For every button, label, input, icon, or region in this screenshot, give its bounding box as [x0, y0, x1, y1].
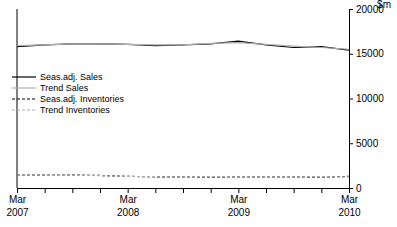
- x-tick-mark: [211, 188, 212, 193]
- x-tick: [211, 188, 212, 193]
- y-tick-label: 0: [356, 183, 362, 194]
- x-tick: [72, 188, 73, 193]
- x-tick-label-line: Mar: [9, 194, 27, 205]
- x-tick-label-line: Mar: [341, 194, 359, 205]
- y-tick-label: 10000: [356, 93, 384, 104]
- x-tick: Mar 2008: [117, 188, 140, 218]
- x-tick-label: Mar 2007: [6, 194, 29, 218]
- series-line: [17, 175, 349, 177]
- x-tick-mark: [100, 188, 101, 193]
- x-tick-mark: [45, 188, 46, 193]
- x-tick: [294, 188, 295, 193]
- plot-lines: [17, 41, 349, 177]
- legend-label: Trend Inventories: [40, 105, 110, 115]
- y-tick-mark: [349, 188, 353, 189]
- series-line: [17, 41, 349, 50]
- y-tick: 5000: [349, 138, 379, 149]
- x-tick-label-line: Mar: [230, 194, 248, 205]
- x-tick-label-line: 2010: [338, 207, 361, 218]
- x-tick: [45, 188, 46, 193]
- x-tick-mark: [128, 188, 129, 193]
- y-tick: 10000: [349, 93, 384, 104]
- x-axis-line: [18, 189, 350, 194]
- legend-swatch: [12, 87, 36, 88]
- x-tick: [183, 188, 184, 193]
- chart: Mar 2007 Mar 2008 Mar 2009 Mar 2010 0 5000 10000 15…: [0, 0, 397, 227]
- legend-swatch: [12, 76, 36, 77]
- x-tick-mark: [183, 188, 184, 193]
- x-tick-label-line: 2007: [6, 207, 29, 218]
- legend-swatch: [12, 98, 36, 99]
- x-tick: [266, 188, 267, 193]
- x-tick-mark: [321, 188, 322, 193]
- y-tick-mark: [349, 143, 353, 144]
- legend: Seas.adj. SalesTrend SalesSeas.adj. Inve…: [12, 72, 125, 115]
- x-tick-mark: [266, 188, 267, 193]
- y-axis: 05000100001500020000: [349, 4, 384, 194]
- x-tick-mark: [238, 188, 239, 193]
- legend-label: Seas.adj. Inventories: [40, 94, 125, 104]
- x-tick-label: Mar 2008: [117, 194, 140, 218]
- x-tick-label-line: Mar: [120, 194, 138, 205]
- series-line: [17, 43, 349, 50]
- x-tick-label: Mar 2009: [228, 194, 251, 218]
- x-tick: [100, 188, 101, 193]
- y-axis-title: $m: [377, 0, 391, 10]
- y-tick-mark: [349, 54, 353, 55]
- y-tick: 0: [349, 183, 362, 194]
- legend-label: Seas.adj. Sales: [40, 72, 103, 82]
- x-tick: Mar 2007: [6, 188, 29, 218]
- y-axis-line: [350, 10, 354, 189]
- x-axis: Mar 2007 Mar 2008 Mar 2009 Mar 2010: [6, 188, 361, 218]
- x-tick: [321, 188, 322, 193]
- x-tick-mark: [294, 188, 295, 193]
- x-tick-label-line: 2009: [228, 207, 251, 218]
- x-tick: [155, 188, 156, 193]
- x-tick-mark: [72, 188, 73, 193]
- legend-swatch: [12, 109, 36, 110]
- x-tick-label: Mar 2010: [338, 194, 361, 218]
- x-tick-mark: [17, 188, 18, 193]
- y-tick-mark: [349, 9, 353, 10]
- x-tick: Mar 2009: [228, 188, 251, 218]
- y-tick: 15000: [349, 48, 384, 59]
- x-tick-label-line: 2008: [117, 207, 140, 218]
- series-line: [17, 175, 349, 177]
- y-tick-label: 15000: [356, 48, 384, 59]
- y-tick-mark: [349, 99, 353, 100]
- y-tick-label: 5000: [356, 138, 379, 149]
- legend-label: Trend Sales: [40, 83, 89, 93]
- x-tick-mark: [155, 188, 156, 193]
